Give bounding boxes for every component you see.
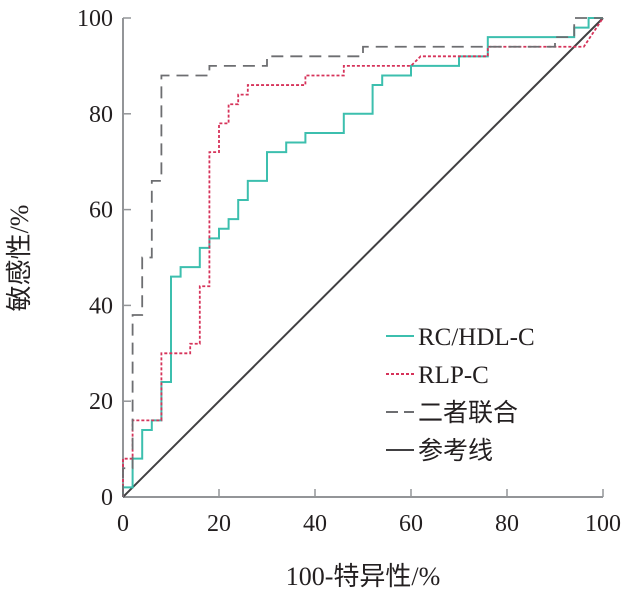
- y-tick-label: 20: [89, 389, 113, 415]
- axes: 0 20 40 60 80 100 0 20 40 60 80 100: [77, 6, 621, 537]
- x-tick-label: 80: [495, 511, 519, 537]
- x-tick-label: 100: [585, 511, 621, 537]
- x-tick-label: 20: [207, 511, 231, 537]
- series-line-1: [122, 17, 604, 497]
- y-tick-label: 40: [89, 293, 113, 319]
- series-lines: [122, 17, 604, 498]
- x-tick-label: 40: [303, 511, 327, 537]
- series-line-2: [122, 17, 603, 497]
- x-axis-label: 100-特异性/%: [286, 562, 441, 591]
- y-tick-label: 100: [77, 6, 113, 32]
- y-tick-label: 0: [101, 485, 113, 511]
- series-line-3: [122, 17, 604, 498]
- legend-label: RC/HDL-C: [418, 324, 535, 351]
- y-tick-label: 80: [89, 102, 113, 128]
- y-tick-label: 60: [89, 198, 113, 224]
- legend-label: 二者联合: [418, 399, 518, 427]
- legend-label: 参考线: [418, 437, 493, 465]
- legend-label: RLP-C: [418, 362, 489, 389]
- x-tick-label: 0: [117, 511, 129, 537]
- y-axis-label: 敏感性/%: [5, 205, 34, 312]
- x-tick-label: 60: [399, 511, 423, 537]
